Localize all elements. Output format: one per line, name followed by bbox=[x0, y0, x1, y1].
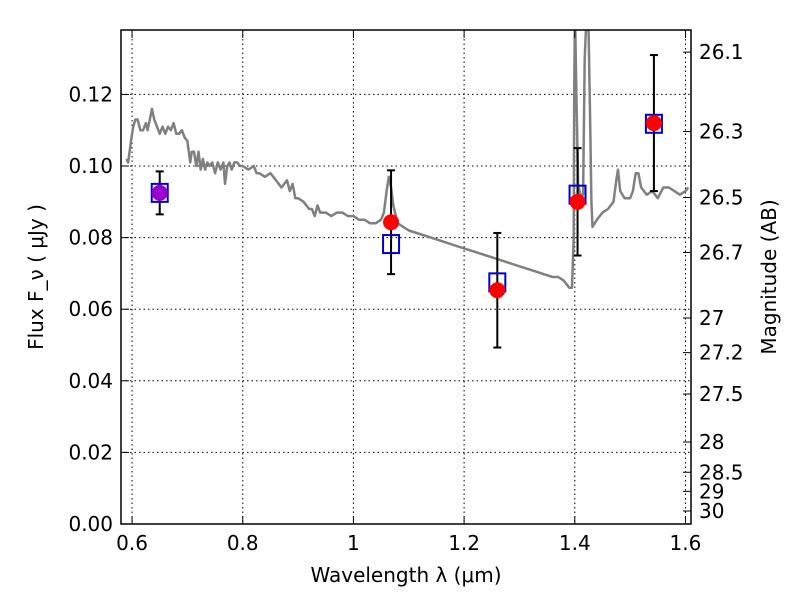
y-tick-label: 0.04 bbox=[68, 369, 113, 393]
x-tick-label: 1 bbox=[347, 531, 360, 555]
mag-tick-label: 27.2 bbox=[699, 341, 744, 365]
mag-tick-label: 30 bbox=[699, 499, 724, 523]
mag-tick-label: 28 bbox=[699, 430, 724, 454]
observed-point bbox=[489, 282, 506, 299]
y-tick-label: 0.12 bbox=[68, 82, 113, 106]
y-tick-label: 0.00 bbox=[68, 512, 113, 536]
mag-tick-label: 26.5 bbox=[699, 186, 744, 210]
y-tick-label: 0.06 bbox=[68, 297, 113, 321]
mag-tick-label: 28.5 bbox=[699, 460, 744, 484]
x-tick-label: 0.6 bbox=[116, 531, 148, 555]
grid bbox=[121, 30, 691, 524]
y-tick-label: 0.10 bbox=[68, 154, 113, 178]
mag-tick-label: 26.1 bbox=[699, 40, 744, 64]
right-axis-title: Magnitude (AB) bbox=[757, 199, 781, 354]
observed-point bbox=[383, 214, 400, 231]
mag-tick-label: 26.7 bbox=[699, 240, 744, 264]
mag-tick-label: 29 bbox=[699, 479, 724, 503]
y-tick-label: 0.08 bbox=[68, 226, 113, 250]
mag-tick-label: 26.3 bbox=[699, 119, 744, 143]
y-axis-title: Flux F_ν ( μJy ) bbox=[24, 204, 48, 350]
x-tick-label: 1.4 bbox=[559, 531, 591, 555]
y-tick-label: 0.02 bbox=[68, 440, 113, 464]
x-axis-title: Wavelength λ (μm) bbox=[310, 563, 501, 587]
observed-point bbox=[569, 193, 586, 210]
model-bandpass-marker bbox=[382, 234, 401, 255]
plot-frame bbox=[120, 29, 692, 525]
mag-tick-label: 27 bbox=[699, 306, 724, 330]
plot-area bbox=[125, 30, 690, 349]
ticks: 0.6 0.8 1 1.2 1.4 1.6 0.00 0.02 0.04 0.06 0.08 0.10… bbox=[68, 30, 744, 555]
model-bandpass-marker bbox=[644, 113, 663, 134]
x-tick-label: 0.8 bbox=[227, 531, 259, 555]
mag-tick-label: 27.5 bbox=[699, 382, 744, 406]
observed-point bbox=[645, 115, 662, 132]
model-spectrum-line bbox=[125, 30, 690, 289]
observed-point bbox=[151, 184, 168, 201]
x-tick-label: 1.6 bbox=[670, 531, 702, 555]
x-tick-label: 1.2 bbox=[448, 531, 480, 555]
